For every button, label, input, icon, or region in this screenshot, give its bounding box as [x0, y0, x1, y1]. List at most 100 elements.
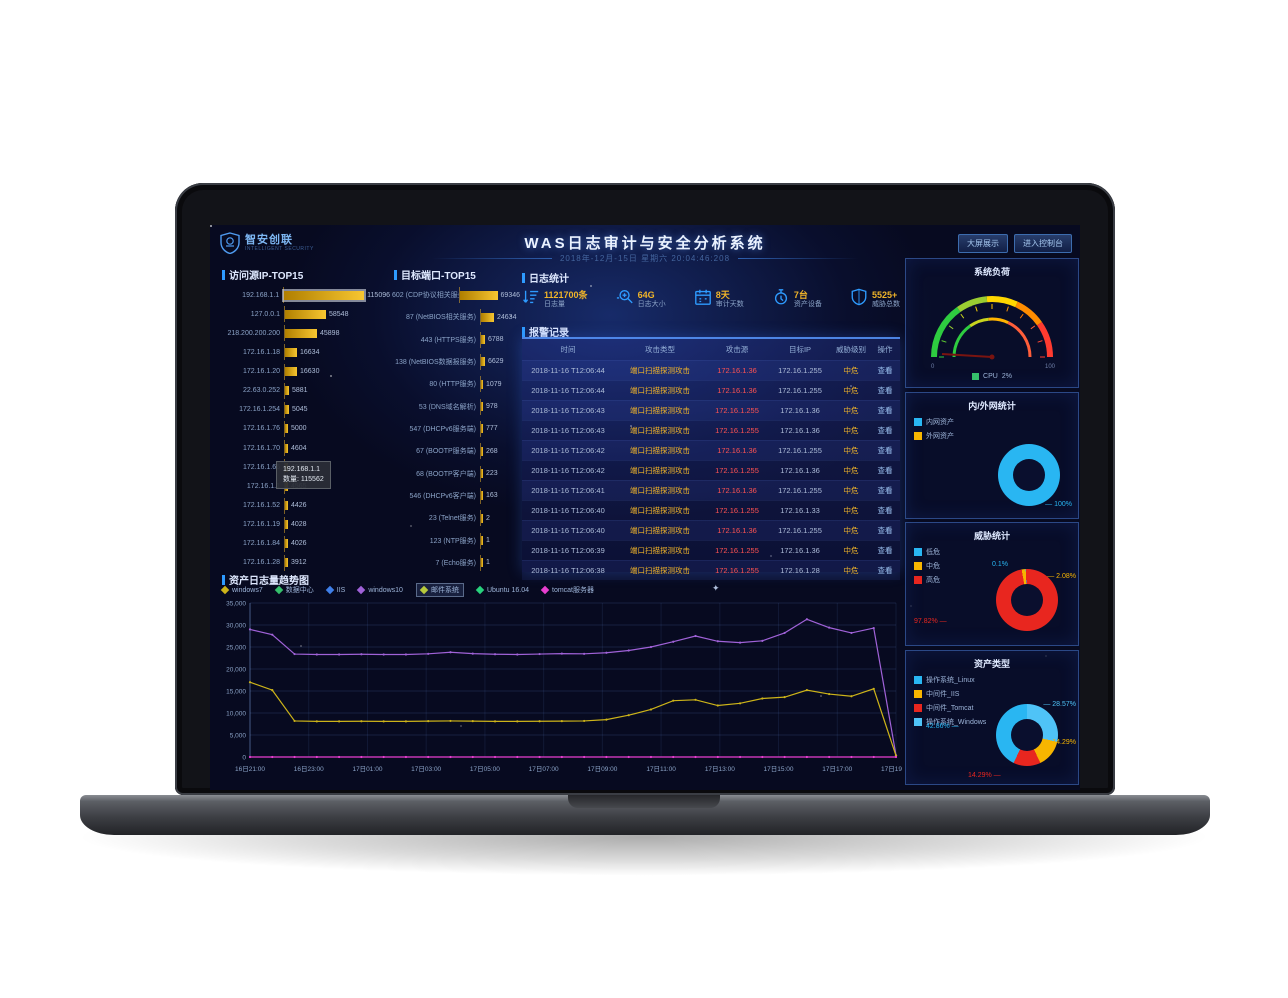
trend-legend-label: windows7	[232, 586, 263, 594]
source-ip-row[interactable]: 172.16.1.70 4604	[218, 440, 390, 457]
target-port-row[interactable]: 67 (BOOTP服务端) 268	[392, 443, 520, 460]
alarm-target-ip: 172.16.1.255	[778, 486, 822, 495]
source-ip-value: 4604	[291, 444, 307, 452]
alarm-target-ip: 172.16.1.255	[778, 526, 822, 535]
legend-item[interactable]: 中危	[914, 561, 940, 571]
alarm-table-row[interactable]: 2018-11-16 T12:06:44 端口扫描探测攻击 172.16.1.36 1…	[522, 380, 900, 400]
target-port-row[interactable]: 80 (HTTP服务) 1079	[392, 376, 520, 393]
target-port-row[interactable]: 546 (DHCPv6客户端) 163	[392, 487, 520, 504]
trend-legend-item[interactable]: 邮件系统	[415, 583, 464, 597]
source-ip-row[interactable]: 172.16.1.20 16630	[218, 363, 390, 380]
target-port-row[interactable]: 443 (HTTPS服务) 6788	[392, 331, 520, 348]
legend-item[interactable]: 外网资产	[914, 431, 954, 441]
legend-item[interactable]: 中间件_IIS	[914, 689, 986, 699]
target-port-row[interactable]: 7 (Echo服务) 1	[392, 554, 520, 571]
legend-item[interactable]: 中间件_Tomcat	[914, 703, 986, 713]
source-ip-row[interactable]: 172.16.1.52 4426	[218, 497, 390, 514]
source-ip-row[interactable]: 218.200.200.200 45898	[218, 325, 390, 342]
trend-legend-item[interactable]: Ubuntu 16.04	[475, 585, 529, 595]
source-ip-row[interactable]: 172.16.1.254 5045	[218, 401, 390, 418]
alarm-threat-level: 中危	[843, 406, 859, 415]
header-buttons: 大屏展示 进入控制台	[958, 234, 1072, 253]
alarm-threat-level: 中危	[843, 486, 859, 495]
stat-label: 威胁总数	[871, 300, 900, 308]
alarm-view-button[interactable]: 查看	[877, 506, 893, 515]
target-port-bar	[481, 424, 483, 434]
legend-item[interactable]: 操作系统_Windows	[914, 717, 986, 727]
legend-item[interactable]: 操作系统_Linux	[914, 675, 986, 685]
trend-legend-label: IIS	[336, 586, 346, 594]
source-ip-row[interactable]: 172.16.1.76 5000	[218, 420, 390, 437]
legend-marker	[540, 585, 550, 595]
source-ip-label: 172.16.1.70	[243, 444, 280, 452]
alarm-view-button[interactable]: 查看	[877, 486, 893, 495]
target-port-row[interactable]: 138 (NetBIOS数据报服务) 6629	[392, 353, 520, 370]
trend-chart-legend: windows7 数据中心 IIS windows10 邮件系统 Ubuntu 16.04…	[220, 583, 898, 597]
source-ip-label: 172.16.1.20	[243, 368, 280, 376]
target-port-row[interactable]: 68 (BOOTP客户端) 223	[392, 465, 520, 482]
source-ip-row[interactable]: 172.16.1.28 3912	[218, 554, 390, 571]
alarm-table-row[interactable]: 2018-11-16 T12:06:40 端口扫描探测攻击 172.16.1.36 1…	[522, 520, 900, 540]
target-port-row[interactable]: 87 (NetBIOS相关服务) 24634	[392, 309, 520, 326]
alarm-target-ip: 172.16.1.33	[780, 506, 820, 515]
alarm-view-button[interactable]: 查看	[877, 546, 893, 555]
alarm-time: 2018-11-16 T12:06:44	[531, 386, 605, 395]
target-port-row[interactable]: 53 (DNS域名解析) 978	[392, 398, 520, 415]
alarm-view-button[interactable]: 查看	[877, 466, 893, 475]
fullscreen-display-button[interactable]: 大屏展示	[958, 234, 1008, 253]
target-port-row[interactable]: 123 (NTP服务) 1	[392, 532, 520, 549]
network-donut-chart[interactable]	[998, 444, 1060, 506]
source-ip-row[interactable]: 192.168.1.1 115096	[218, 287, 390, 303]
alarm-view-button[interactable]: 查看	[877, 366, 893, 375]
x-axis-tick: 16日21:00	[235, 765, 265, 773]
alarm-table-row[interactable]: 2018-11-16 T12:06:44 端口扫描探测攻击 172.16.1.36 1…	[522, 360, 900, 380]
alarm-table-row[interactable]: 2018-11-16 T12:06:39 端口扫描探测攻击 172.16.1.255…	[522, 540, 900, 560]
calendar-icon	[694, 288, 712, 311]
source-ip-label: 127.0.0.1	[250, 310, 280, 318]
page-title: WAS日志审计与安全分析系统	[524, 235, 766, 252]
alarm-table-row[interactable]: 2018-11-16 T12:06:38 端口扫描探测攻击 172.16.1.255…	[522, 560, 900, 580]
target-port-value: 69346	[500, 291, 520, 299]
threat-donut-chart[interactable]	[996, 569, 1058, 631]
source-ip-row[interactable]: 22.63.0.252 5881	[218, 382, 390, 399]
y-axis-tick: 10,000	[226, 711, 246, 718]
alarm-view-button[interactable]: 查看	[877, 446, 893, 455]
trend-legend-item[interactable]: tomcat服务器	[540, 585, 594, 595]
legend-swatch	[914, 548, 922, 556]
alarm-table-row[interactable]: 2018-11-16 T12:06:43 端口扫描探测攻击 172.16.1.255…	[522, 420, 900, 440]
alarm-table-row[interactable]: 2018-11-16 T12:06:41 端口扫描探测攻击 172.16.1.36 1…	[522, 480, 900, 500]
source-ip-row[interactable]: 172.16.1.19 4028	[218, 516, 390, 533]
source-ip-row[interactable]: 172.16.1.84 4026	[218, 535, 390, 552]
source-ip-row[interactable]: 172.16.1.18 16634	[218, 344, 390, 361]
target-port-row[interactable]: 547 (DHCPv6服务端) 777	[392, 420, 520, 437]
alarm-view-button[interactable]: 查看	[877, 566, 893, 575]
source-ip-row[interactable]: 127.0.0.1 58548	[218, 306, 390, 323]
trend-legend-item[interactable]: IIS	[325, 585, 346, 595]
trend-legend-item[interactable]: windows7	[220, 585, 263, 595]
source-ip-bar	[285, 405, 289, 415]
asset-donut-chart[interactable]	[996, 704, 1058, 766]
tooltip-ip: 192.168.1.1	[283, 466, 320, 473]
threat-stats-panel: 威胁统计 低危 中危 高危 0.1% — 2.08% 97.82% —	[905, 522, 1079, 646]
trend-legend-item[interactable]: windows10	[357, 585, 403, 595]
alarm-table-row[interactable]: 2018-11-16 T12:06:42 端口扫描探测攻击 172.16.1.36 1…	[522, 440, 900, 460]
target-port-row[interactable]: 602 (CDP协议相关服务) 69346	[392, 287, 520, 303]
target-port-bar	[481, 491, 483, 501]
enter-console-button[interactable]: 进入控制台	[1014, 234, 1072, 253]
alarm-table-row[interactable]: 2018-11-16 T12:06:43 端口扫描探测攻击 172.16.1.255…	[522, 400, 900, 420]
alarm-table-row[interactable]: 2018-11-16 T12:06:40 端口扫描探测攻击 172.16.1.255…	[522, 500, 900, 520]
legend-item[interactable]: 低危	[914, 547, 940, 557]
alarm-table-row[interactable]: 2018-11-16 T12:06:42 端口扫描探测攻击 172.16.1.255…	[522, 460, 900, 480]
alarm-view-button[interactable]: 查看	[877, 386, 893, 395]
y-axis-tick: 25,000	[226, 645, 246, 652]
source-ip-value: 45898	[320, 329, 340, 337]
alarm-view-button[interactable]: 查看	[877, 406, 893, 415]
legend-item[interactable]: 内网资产	[914, 417, 954, 427]
target-port-bar-chart: 602 (CDP协议相关服务) 69346 87 (NetBIOS相关服务) 2463…	[392, 287, 520, 571]
alarm-view-button[interactable]: 查看	[877, 526, 893, 535]
legend-item[interactable]: 高危	[914, 575, 940, 585]
target-port-bar	[481, 446, 483, 456]
alarm-view-button[interactable]: 查看	[877, 426, 893, 435]
trend-legend-item[interactable]: 数据中心	[274, 585, 314, 595]
target-port-row[interactable]: 23 (Telnet服务) 2	[392, 510, 520, 527]
